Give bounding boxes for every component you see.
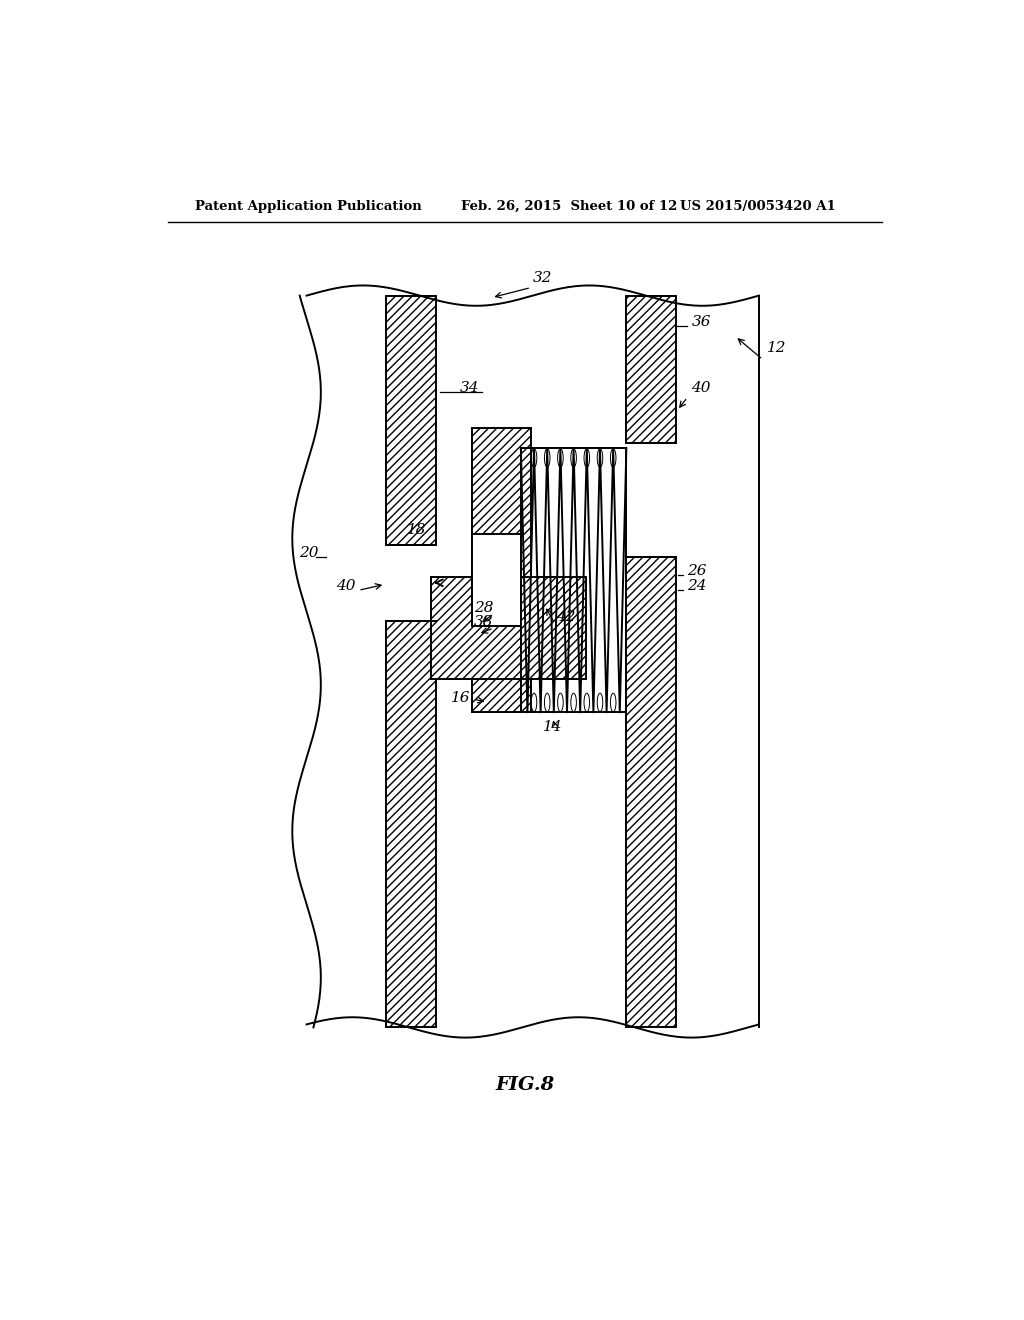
- Text: 34: 34: [460, 381, 479, 395]
- Text: 12: 12: [767, 341, 786, 355]
- Text: 42: 42: [557, 610, 577, 624]
- Text: 18: 18: [408, 524, 427, 537]
- Bar: [472, 428, 531, 713]
- Bar: [627, 296, 677, 444]
- Text: 20: 20: [299, 546, 318, 560]
- Text: 38: 38: [474, 615, 494, 628]
- Text: 28: 28: [474, 601, 494, 615]
- Text: 32: 32: [532, 272, 552, 285]
- Text: 36: 36: [691, 315, 711, 329]
- Text: 40: 40: [691, 381, 711, 395]
- Bar: [472, 535, 521, 626]
- Bar: [627, 557, 677, 1027]
- Text: 26: 26: [687, 564, 707, 578]
- Text: 14: 14: [543, 719, 562, 734]
- Bar: [431, 577, 586, 678]
- Bar: [386, 296, 436, 545]
- Text: 24: 24: [687, 579, 707, 594]
- Text: FIG.8: FIG.8: [496, 1076, 554, 1094]
- Text: US 2015/0053420 A1: US 2015/0053420 A1: [680, 199, 836, 213]
- Bar: [386, 620, 436, 1027]
- Text: 40: 40: [336, 579, 355, 594]
- Text: 16: 16: [451, 692, 470, 705]
- Text: Feb. 26, 2015  Sheet 10 of 12: Feb. 26, 2015 Sheet 10 of 12: [461, 199, 678, 213]
- Text: Patent Application Publication: Patent Application Publication: [196, 199, 422, 213]
